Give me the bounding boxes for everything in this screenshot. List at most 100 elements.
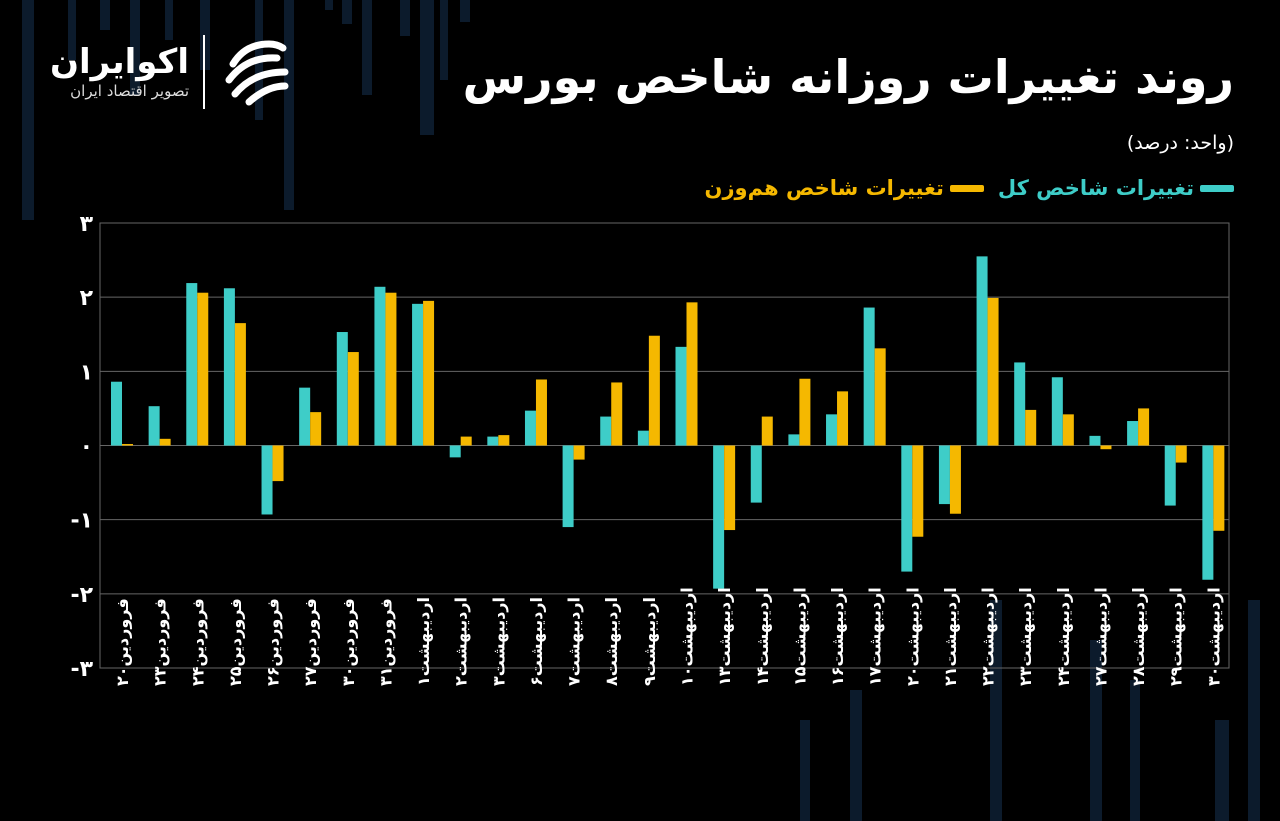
bar-total-index xyxy=(1089,435,1101,446)
x-tick-label: اردیبهشت۱۶ xyxy=(828,587,847,686)
bar-equal-weight-index xyxy=(197,292,209,446)
bar-total-index xyxy=(223,288,235,446)
bar-equal-weight-index xyxy=(573,445,585,460)
bar-total-index xyxy=(186,283,198,446)
bar-total-index xyxy=(449,445,461,458)
x-tick-label: اردیبهشت۱۴ xyxy=(753,587,772,686)
x-tick-label: اردیبهشت۲۲ xyxy=(979,587,998,686)
y-tick-label: ۲ xyxy=(80,286,94,311)
bar-total-index xyxy=(374,286,386,446)
bar-total-index xyxy=(524,410,536,446)
x-tick-label: اردیبهشت۸ xyxy=(602,597,621,686)
x-tick-label: اردیبهشت۲۸ xyxy=(1129,587,1148,686)
y-tick-label: ۱ xyxy=(80,360,93,385)
x-tick-label: فروردین۲۶ xyxy=(264,598,283,686)
bar-total-index xyxy=(675,346,687,446)
logo-tagline: تصویر اقتصاد ایران xyxy=(70,82,189,100)
bar-equal-weight-index xyxy=(686,302,698,446)
bar-total-index xyxy=(637,430,649,446)
x-tick-label: اردیبهشت۲۰ xyxy=(903,587,922,686)
bar-total-index xyxy=(976,256,988,446)
bar-equal-weight-index xyxy=(385,292,397,446)
y-tick-label: -۱ xyxy=(70,509,93,534)
x-tick-label: اردیبهشت۳ xyxy=(489,597,508,686)
grid-layer xyxy=(99,222,1230,669)
legend-swatch-equal-weight-index xyxy=(949,184,984,192)
logo-wordmark: اکوایران تصویر اقتصاد ایران xyxy=(50,43,189,101)
bar-equal-weight-index xyxy=(159,438,171,446)
chart-title: روند تغییرات روزانه شاخص بورس xyxy=(462,50,1234,104)
bar-total-index xyxy=(863,307,875,446)
bar-equal-weight-index xyxy=(874,348,886,446)
x-tick-label: فروردین۳۱ xyxy=(376,598,395,686)
x-tick-label: اردیبهشت۶ xyxy=(527,597,546,686)
bar-total-index xyxy=(938,445,950,505)
legend-item-equal-weight-index: تغییرات شاخص هم‌وزن xyxy=(705,176,984,200)
y-tick-label: -۳ xyxy=(70,657,93,682)
bar-total-index xyxy=(336,332,348,446)
x-tick-label: اردیبهشت۲۷ xyxy=(1091,587,1110,686)
bar-total-index xyxy=(788,434,800,446)
y-tick-label: -۲ xyxy=(70,583,93,608)
chart-unit: (واحد: درصد) xyxy=(1126,132,1234,154)
bar-equal-weight-index xyxy=(949,445,961,514)
legend-swatch-total-index xyxy=(1200,184,1234,192)
bar-total-index xyxy=(261,445,273,515)
x-tick-label: اردیبهشت۱۰ xyxy=(678,587,697,686)
x-tick-label: فروردین۲۷ xyxy=(301,598,320,686)
bar-equal-weight-index xyxy=(648,335,660,446)
bar-equal-weight-index xyxy=(1100,445,1112,450)
bar-total-index xyxy=(1202,445,1214,580)
bar-total-index xyxy=(1164,445,1176,506)
bar-equal-weight-index xyxy=(1175,445,1187,463)
bar-total-index xyxy=(562,445,574,528)
x-tick-label: اردیبهشت۱۵ xyxy=(790,587,809,686)
bar-equal-weight-index xyxy=(272,445,284,482)
y-tick-label: ۳ xyxy=(80,212,94,237)
bar-equal-weight-index xyxy=(761,416,773,446)
logo-mark-icon xyxy=(225,40,289,106)
legend-item-total-index: تغییرات شاخص کل xyxy=(998,176,1234,200)
legend-label-total-index: تغییرات شاخص کل xyxy=(997,176,1194,200)
x-tick-label: اردیبهشت۲۹ xyxy=(1167,587,1186,686)
bar-equal-weight-index xyxy=(1025,409,1037,446)
bar-total-index xyxy=(901,445,913,572)
x-tick-label: فروردین۲۳ xyxy=(151,598,170,686)
x-tick-label: اردیبهشت۲۴ xyxy=(1054,587,1073,686)
bar-total-index xyxy=(713,445,725,589)
bar-total-index xyxy=(299,387,311,446)
bar-total-index xyxy=(412,303,424,446)
x-tick-label: اردیبهشت۲۱ xyxy=(941,587,960,686)
logo-name: اکوایران xyxy=(50,42,189,82)
bar-total-index xyxy=(1014,362,1026,446)
x-axis-ticks: فروردین۲۰ فروردین۲۳ فروردین۲۴ فروردین۲۵ فرور… xyxy=(113,587,1223,686)
bar-total-index xyxy=(1051,377,1063,446)
x-tick-label: فروردین۳۰ xyxy=(339,598,358,686)
bar-equal-weight-index xyxy=(1213,445,1225,531)
x-tick-label: اردیبهشت۲ xyxy=(452,597,471,686)
brand-logo: اکوایران تصویر اقتصاد ایران xyxy=(50,34,295,110)
bar-equal-weight-index xyxy=(912,445,924,537)
bar-equal-weight-index xyxy=(234,323,246,446)
x-tick-label: اردیبهشت۲۳ xyxy=(1016,587,1035,686)
legend-label-equal-weight-index: تغییرات شاخص هم‌وزن xyxy=(704,176,944,200)
bar-equal-weight-index xyxy=(347,352,359,446)
bar-equal-weight-index xyxy=(423,300,435,446)
bar-equal-weight-index xyxy=(724,445,736,531)
bar-equal-weight-index xyxy=(611,382,623,446)
x-tick-label: اردیبهشت۷ xyxy=(565,597,584,686)
bar-equal-weight-index xyxy=(498,435,510,446)
bar-total-index xyxy=(111,381,122,446)
bar-equal-weight-index xyxy=(987,297,999,446)
logo-divider xyxy=(203,35,205,109)
bar-equal-weight-index xyxy=(1062,414,1074,446)
bar-equal-weight-index xyxy=(837,391,849,446)
bar-total-index xyxy=(750,445,762,503)
bar-equal-weight-index xyxy=(460,436,472,446)
bar-equal-weight-index xyxy=(799,378,811,446)
x-tick-label: اردیبهشت۱ xyxy=(414,597,433,686)
y-tick-label: ۰ xyxy=(80,435,93,460)
bar-total-index xyxy=(1127,421,1139,446)
